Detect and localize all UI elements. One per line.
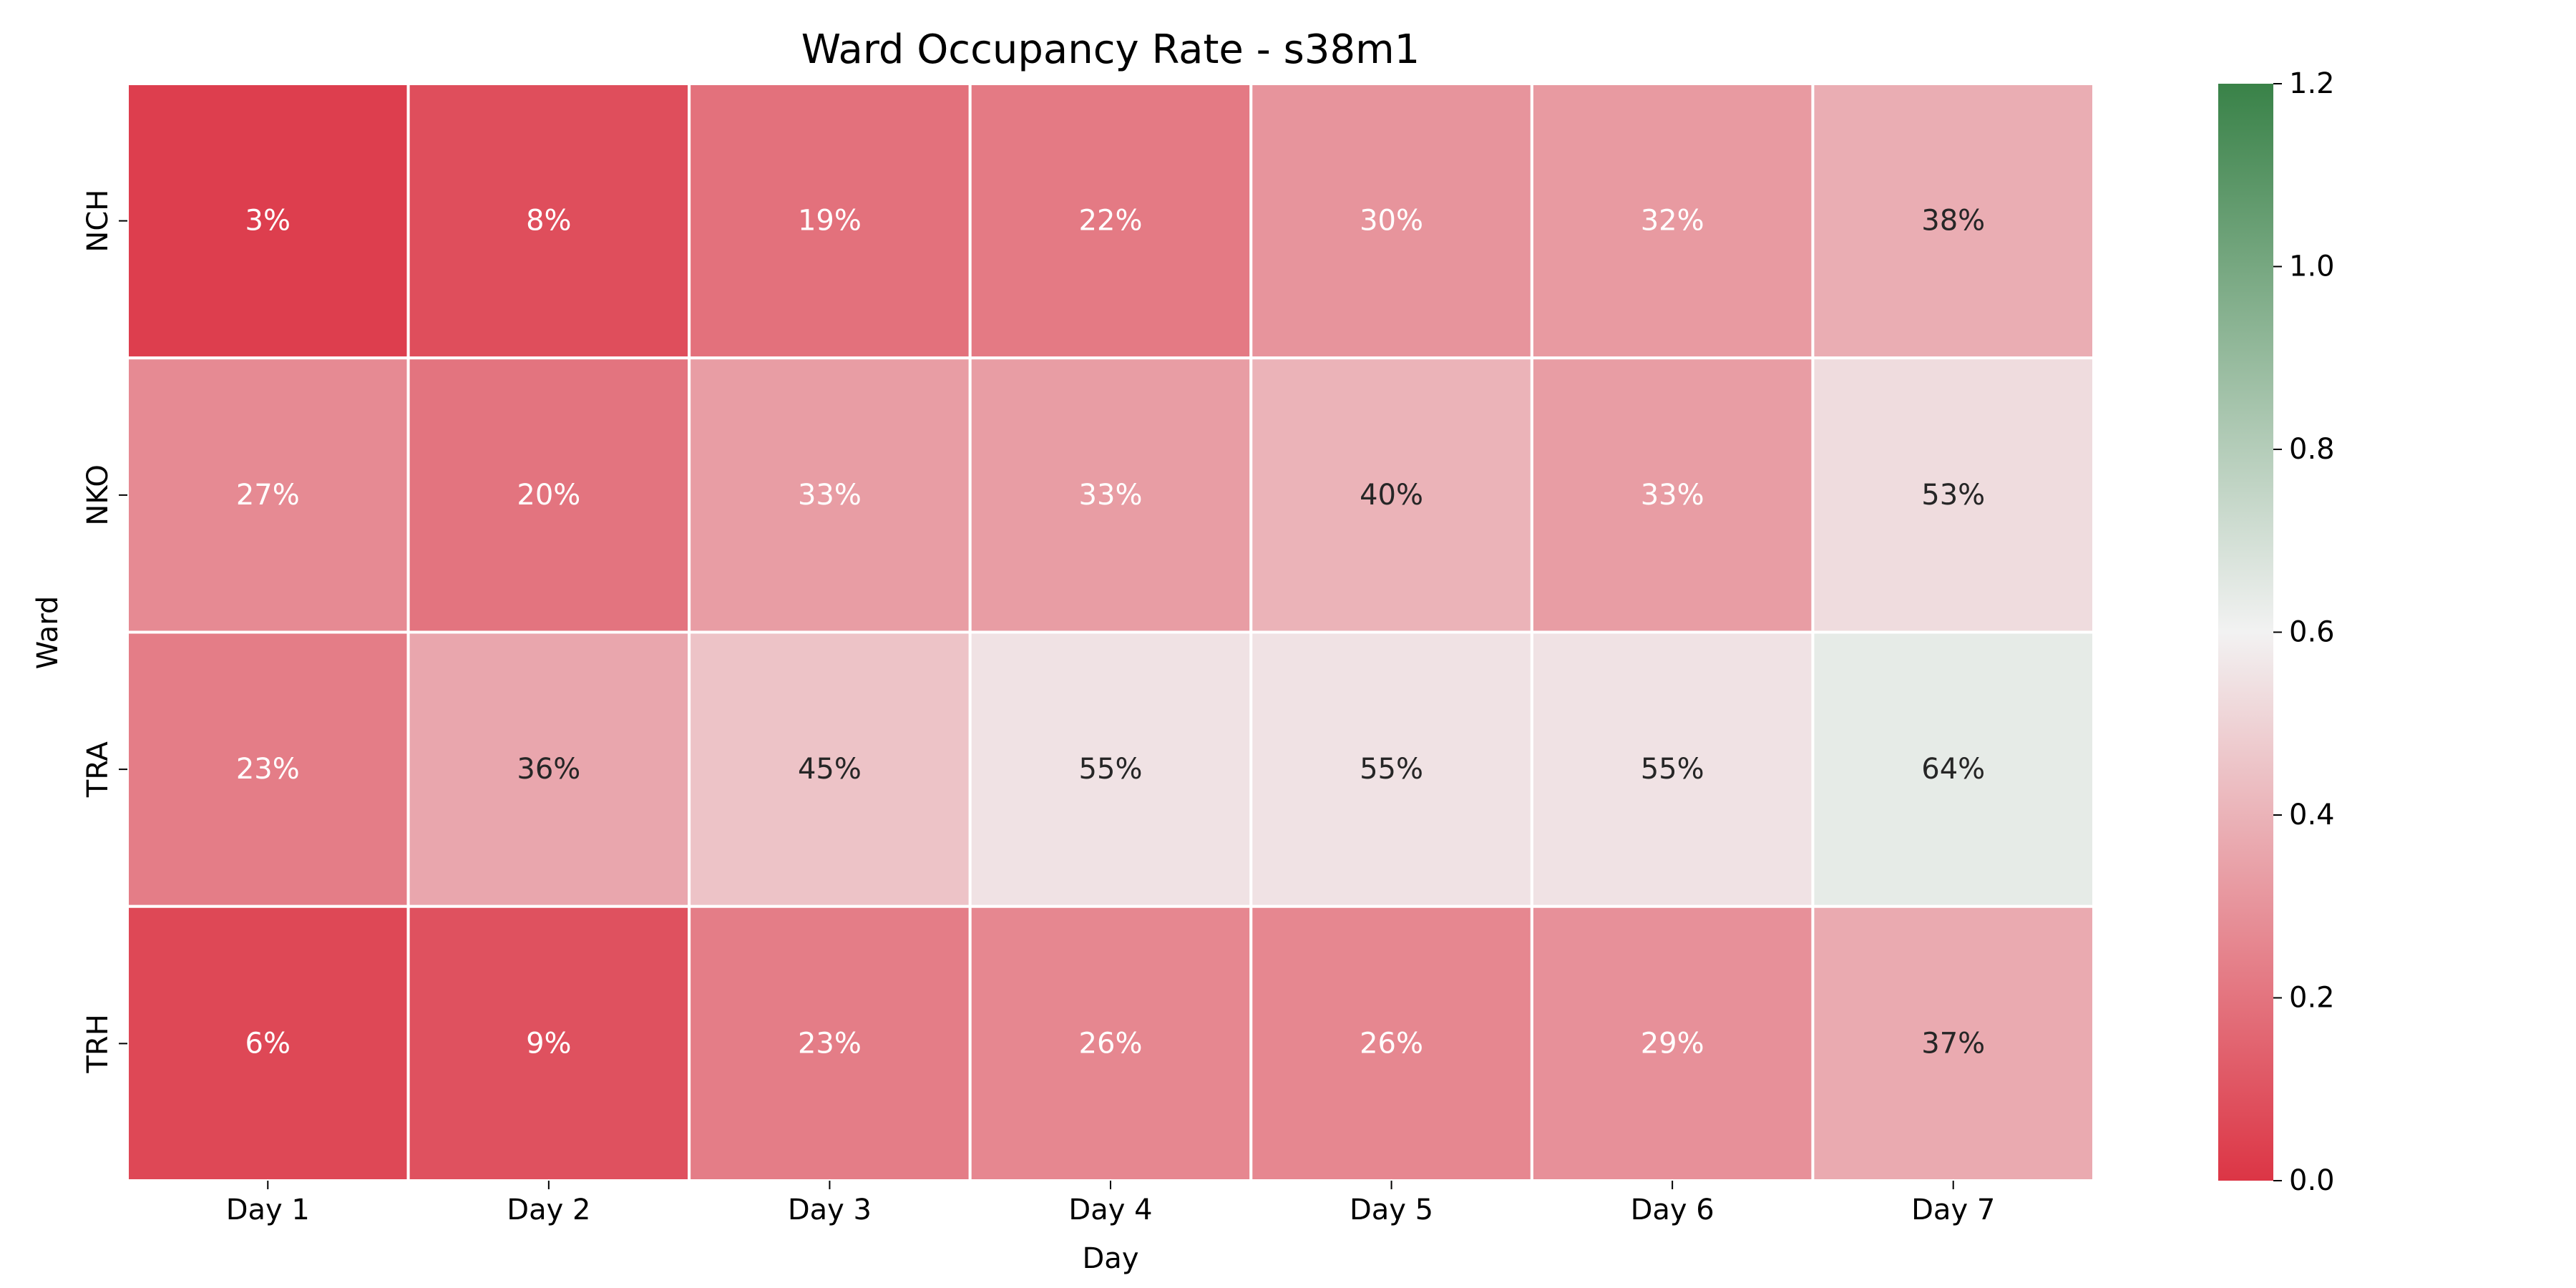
colorbar-tick-label: 0.8 (2289, 433, 2335, 466)
cell-value-label: 37% (1921, 1027, 1985, 1060)
cell-value-label: 3% (245, 205, 291, 238)
colorbar-tick-label: 0.0 (2289, 1164, 2335, 1197)
cell-value-label: 33% (798, 479, 862, 512)
cell-value-label: 9% (526, 1027, 571, 1060)
cell-value-label: 40% (1360, 479, 1423, 512)
cell-value-label: 55% (1079, 753, 1143, 786)
heatmap-cell (1530, 356, 1815, 634)
y-axis: NCH NKO TRA TRH (82, 190, 127, 1074)
x-tick-label: Day 7 (1911, 1194, 1995, 1226)
colorbar: 0.0 0.2 0.4 0.6 0.8 1.0 1.2 (2218, 67, 2335, 1197)
cell-value-label: 23% (236, 753, 300, 786)
cell-value-label: 53% (1921, 479, 1985, 512)
x-tick-label: Day 4 (1068, 1194, 1152, 1226)
cell-value-label: 8% (526, 205, 571, 238)
heatmap-cell (126, 630, 410, 908)
cell-value-label: 30% (1360, 205, 1423, 238)
cell-value-label: 23% (798, 1027, 862, 1060)
colorbar-tick-label: 1.0 (2289, 250, 2335, 283)
cell-value-label: 45% (798, 753, 862, 786)
colorbar-ticks: 0.0 0.2 0.4 0.6 0.8 1.0 1.2 (2273, 67, 2335, 1197)
cell-value-label: 33% (1079, 479, 1143, 512)
heatmap-cell (968, 82, 1253, 360)
heatmap-cell (1249, 82, 1533, 360)
heatmap-cell (126, 904, 410, 1182)
heatmap-cell (1249, 356, 1533, 634)
colorbar-tick-label: 0.4 (2289, 799, 2335, 831)
heatmap-cell (1811, 630, 2095, 908)
colorbar-tick-label: 1.2 (2289, 67, 2335, 100)
heatmap-cell (406, 630, 691, 908)
heatmap-cell (1530, 630, 1815, 908)
cell-value-label: 29% (1641, 1027, 1704, 1060)
heatmap-cell (968, 630, 1253, 908)
colorbar-tick-label: 0.2 (2289, 982, 2335, 1015)
y-tick-label: TRA (82, 741, 114, 799)
x-tick-label: Day 3 (788, 1194, 872, 1226)
x-tick-label: Day 1 (226, 1194, 310, 1226)
y-tick-label: TRH (82, 1014, 114, 1073)
x-axis-label: Day (1083, 1242, 1139, 1275)
cell-value-label: 20% (517, 479, 580, 512)
colorbar-gradient (2218, 84, 2273, 1181)
y-tick-label: NCH (82, 190, 114, 253)
heatmap-cell (688, 630, 972, 908)
cell-value-label: 32% (1641, 205, 1704, 238)
y-tick-label: NKO (82, 464, 114, 525)
heatmap-cell (126, 82, 410, 360)
colorbar-tick-label: 0.6 (2289, 616, 2335, 649)
heatmap-cell (1249, 630, 1533, 908)
cell-value-label: 6% (245, 1027, 291, 1060)
cell-value-label: 26% (1360, 1027, 1423, 1060)
x-tick-label: Day 2 (507, 1194, 590, 1226)
cell-value-label: 64% (1921, 753, 1985, 786)
heatmap-cell (1811, 356, 2095, 634)
heatmap-cell (688, 356, 972, 634)
heatmap-cell (688, 82, 972, 360)
cell-value-label: 26% (1079, 1027, 1143, 1060)
cell-value-label: 22% (1079, 205, 1143, 238)
heatmap-cell (406, 82, 691, 360)
heatmap-cell (1530, 904, 1815, 1182)
cell-value-label: 27% (236, 479, 300, 512)
cell-value-label: 36% (517, 753, 580, 786)
cell-value-label: 38% (1921, 205, 1985, 238)
cell-value-label: 33% (1641, 479, 1704, 512)
x-tick-label: Day 5 (1350, 1194, 1433, 1226)
cell-value-label: 19% (798, 205, 862, 238)
y-axis-label: Ward (31, 596, 64, 670)
x-tick-label: Day 6 (1631, 1194, 1714, 1226)
cell-value-label: 55% (1360, 753, 1423, 786)
x-axis: Day 1 Day 2 Day 3 Day 4 Day 5 Day 6 Day 7 (226, 1181, 1995, 1226)
heatmap-cell (1811, 904, 2095, 1182)
cell-value-label: 55% (1641, 753, 1704, 786)
heatmap-cell (406, 904, 691, 1182)
chart-title: Ward Occupancy Rate - s38m1 (801, 26, 1420, 73)
heatmap-cell (968, 904, 1253, 1182)
heatmap-cells (126, 82, 2095, 1182)
heatmap-cell-labels: 3% 8% 19% 22% 30% 32% 38% 27% 20% 33% 33% 40% 33% 53%… (236, 205, 1985, 1060)
heatmap-cell (1530, 82, 1815, 360)
